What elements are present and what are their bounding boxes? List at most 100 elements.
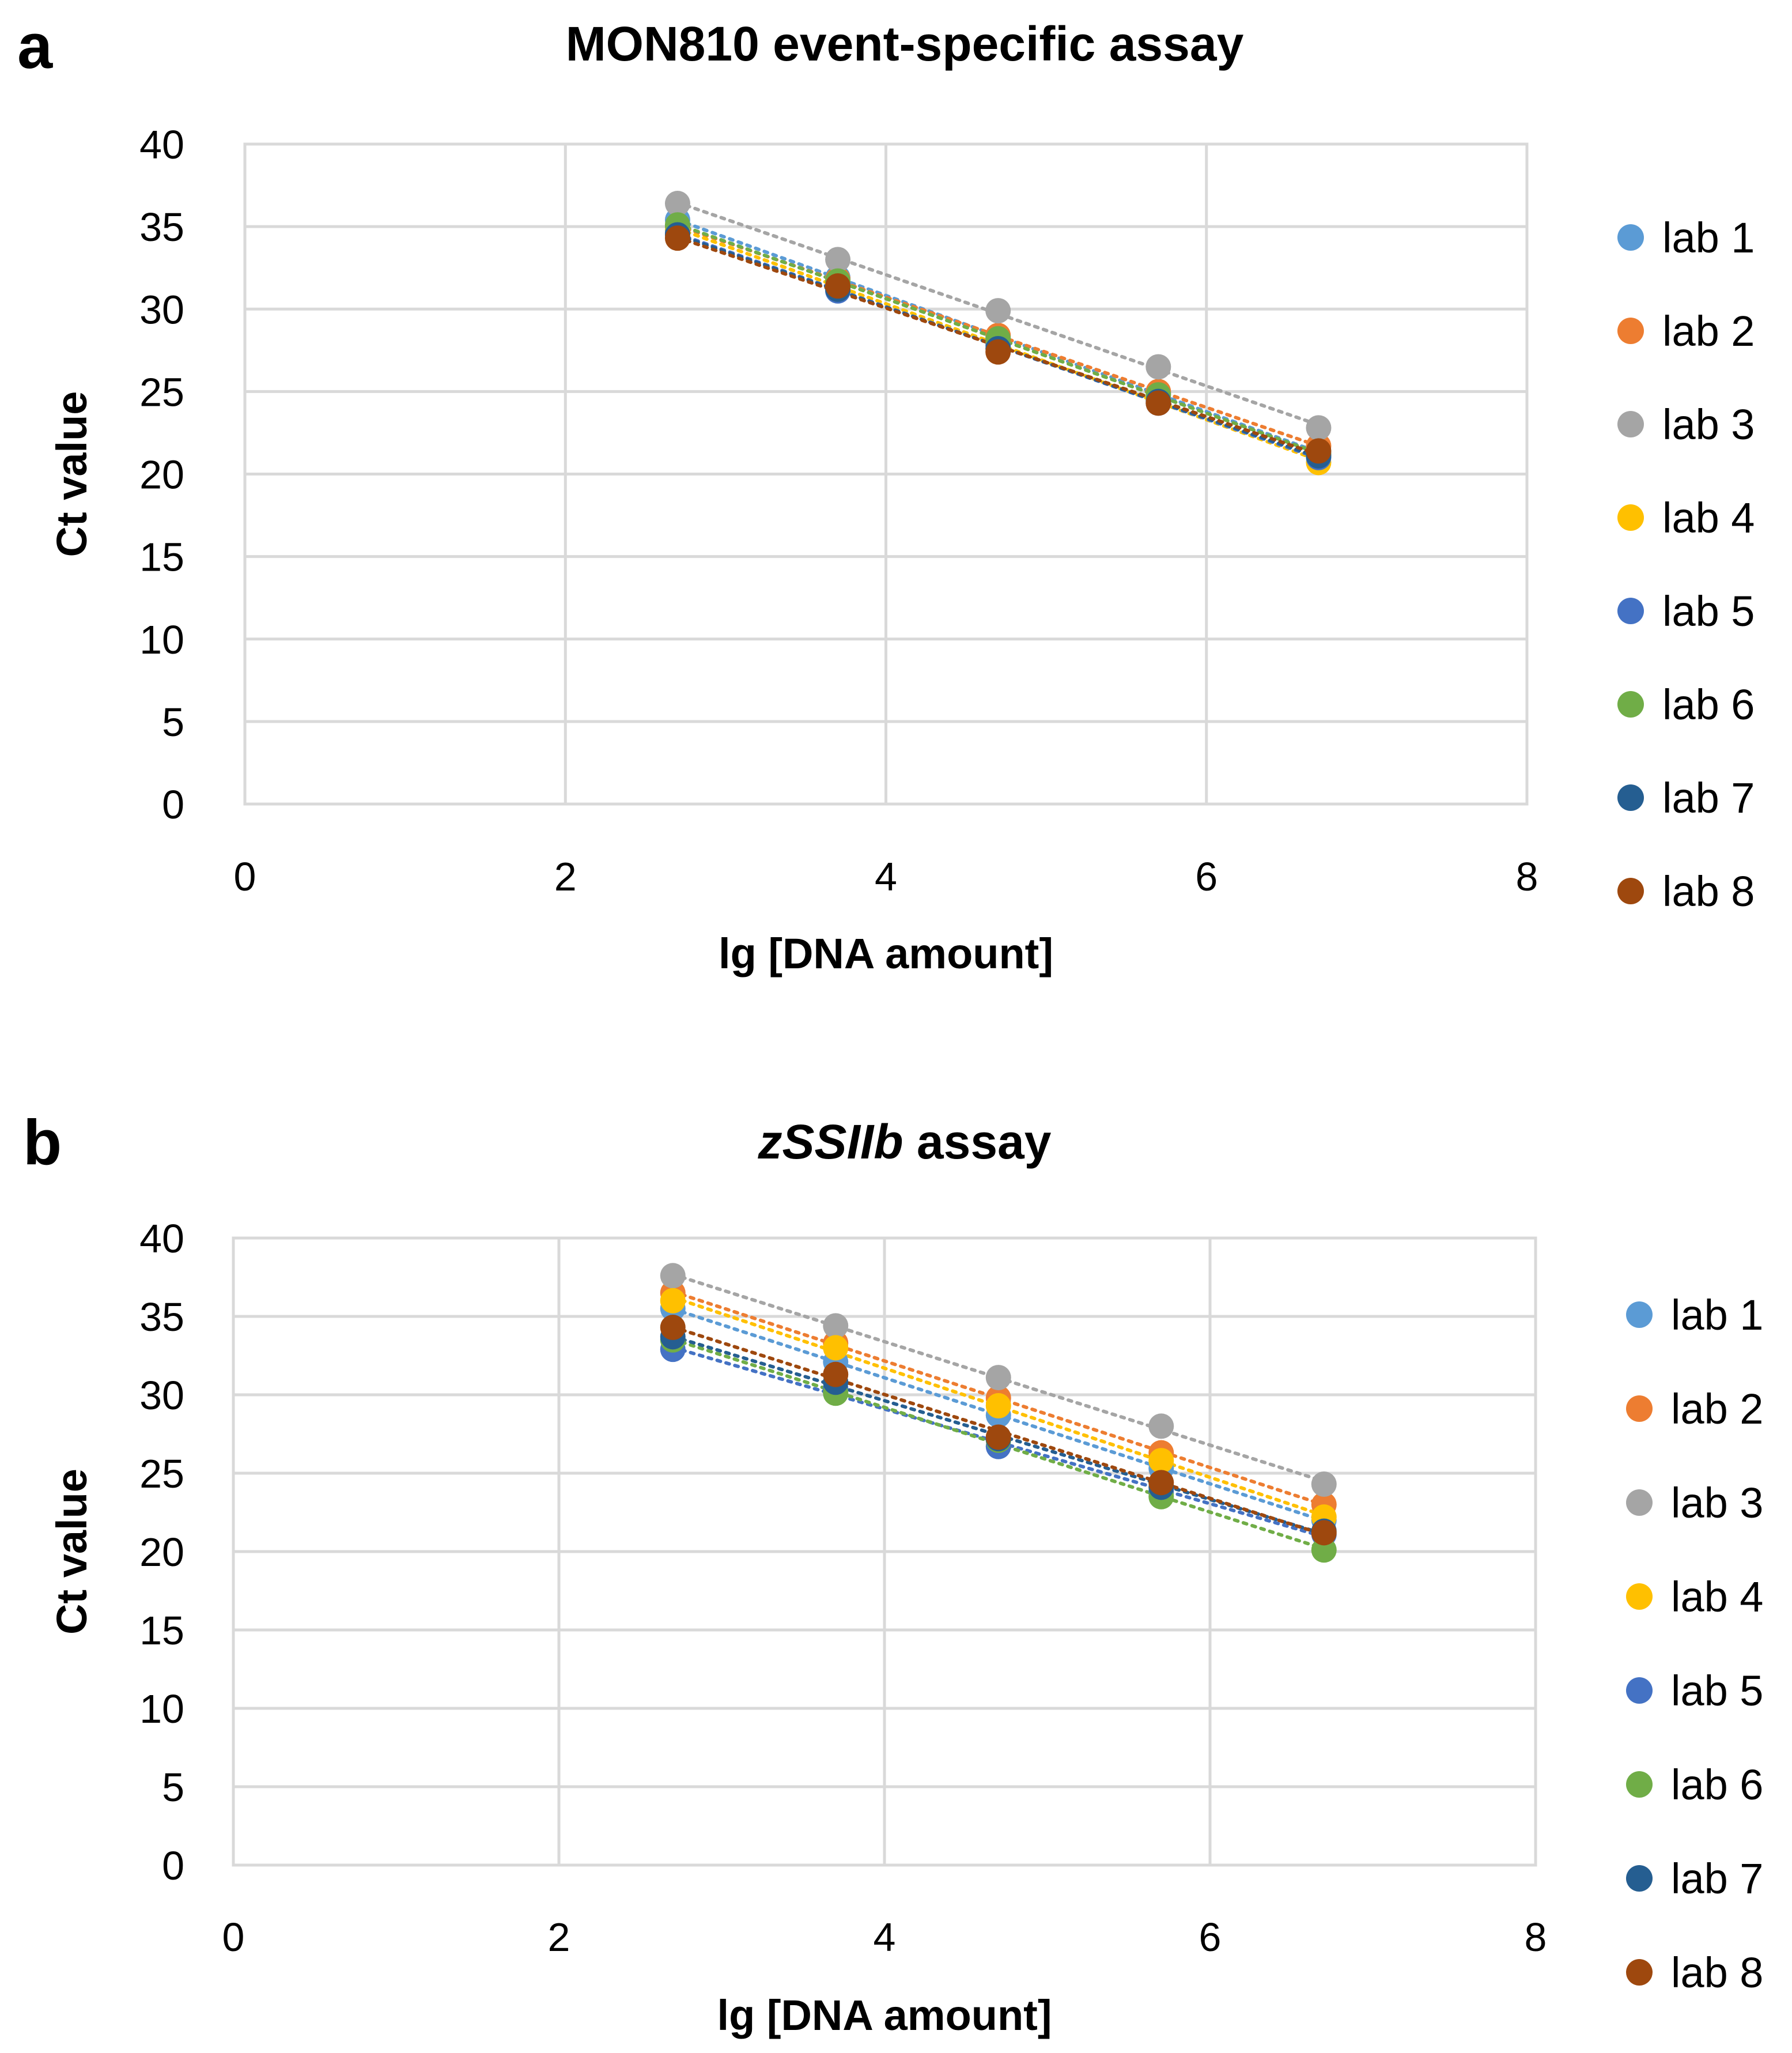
trendline-lab-3 xyxy=(675,201,1321,427)
data-point-lab-4 xyxy=(660,1288,686,1314)
legend-label: lab 8 xyxy=(1662,867,1755,915)
y-tick-label: 10 xyxy=(139,1686,184,1731)
data-point-lab-8 xyxy=(1306,438,1332,464)
trendline-lab-8 xyxy=(675,236,1321,456)
x-tick-label: 4 xyxy=(875,854,897,899)
data-point-lab-3 xyxy=(660,1263,686,1289)
y-axis-title: Ct value xyxy=(48,391,96,557)
legend-marker xyxy=(1617,504,1644,531)
y-tick-label: 15 xyxy=(139,1608,184,1653)
x-tick-label: 0 xyxy=(234,854,256,899)
data-point-lab-8 xyxy=(664,225,690,251)
legend-label: lab 6 xyxy=(1671,1761,1763,1809)
data-point-lab-3 xyxy=(1306,415,1332,441)
y-tick-label: 0 xyxy=(162,782,184,827)
x-axis-title: lg [DNA amount] xyxy=(719,930,1053,978)
data-point-lab-3 xyxy=(1145,354,1171,380)
legend-marker xyxy=(1617,411,1644,437)
legend-marker xyxy=(1626,1959,1653,1986)
legend-marker xyxy=(1617,878,1644,904)
y-tick-label: 20 xyxy=(139,1530,184,1575)
y-tick-label: 5 xyxy=(162,1765,184,1810)
x-tick-label: 2 xyxy=(554,854,577,899)
legend-marker xyxy=(1626,1771,1653,1798)
chart-title: zSSIIb assay xyxy=(758,1115,1052,1169)
chart-panel-b: b zSSIIb assay 0 5 10 15 20 25 30 35 40 0 2 4 6 8 lg [DN… xyxy=(23,1107,1763,2039)
legend-label: lab 3 xyxy=(1662,401,1755,448)
y-axis-title: Ct value xyxy=(48,1469,96,1635)
legend-label: lab 7 xyxy=(1671,1855,1763,1903)
x-tick-label: 4 xyxy=(874,1915,896,1960)
data-point-lab-3 xyxy=(825,247,851,273)
data-point-lab-8 xyxy=(985,1424,1011,1450)
data-point-lab-8 xyxy=(1148,1470,1174,1496)
legend-marker xyxy=(1617,598,1644,624)
y-tick-label: 35 xyxy=(139,1295,184,1339)
chart-title-rest: assay xyxy=(903,1115,1052,1169)
x-tick-label: 6 xyxy=(1199,1915,1222,1960)
legend-marker xyxy=(1626,1301,1653,1328)
legend-marker xyxy=(1626,1489,1653,1516)
y-tick-label: 30 xyxy=(139,1373,184,1418)
data-point-lab-3 xyxy=(1148,1413,1174,1439)
y-tick-label: 25 xyxy=(139,369,184,414)
data-point-lab-8 xyxy=(1311,1520,1337,1546)
data-point-lab-3 xyxy=(823,1313,849,1339)
data-point-lab-4 xyxy=(823,1335,849,1361)
panel-letter: b xyxy=(23,1107,62,1178)
y-tick-label: 40 xyxy=(139,1216,184,1261)
chart-title-italic: zSSIIb xyxy=(758,1115,903,1169)
legend-label: lab 4 xyxy=(1671,1573,1763,1621)
legend-label: lab 2 xyxy=(1671,1385,1763,1433)
data-point-lab-3 xyxy=(664,191,690,217)
x-tick-label: 6 xyxy=(1195,854,1218,899)
y-tick-label: 0 xyxy=(162,1843,184,1888)
data-point-lab-3 xyxy=(985,298,1011,324)
data-point-lab-8 xyxy=(823,1361,849,1387)
legend-label: lab 1 xyxy=(1671,1291,1763,1339)
y-tick-label: 25 xyxy=(139,1451,184,1496)
data-point-lab-3 xyxy=(1311,1471,1337,1497)
y-tick-label: 40 xyxy=(139,122,184,167)
x-tick-label: 2 xyxy=(548,1915,570,1960)
legend-marker xyxy=(1626,1583,1653,1610)
legend-marker xyxy=(1617,691,1644,718)
chart-panel-a: a MON810 event-specific assay051015202530… xyxy=(17,11,1755,978)
legend-label: lab 5 xyxy=(1662,587,1755,635)
legend-label: lab 2 xyxy=(1662,307,1755,355)
plot-area xyxy=(243,142,1529,806)
legend-marker xyxy=(1617,318,1644,344)
data-point-lab-4 xyxy=(985,1393,1011,1419)
plot-area xyxy=(232,1236,1537,1867)
data-point-lab-4 xyxy=(1148,1448,1174,1474)
legend-marker xyxy=(1617,224,1644,251)
legend-marker xyxy=(1617,784,1644,811)
y-tick-label: 15 xyxy=(139,535,184,580)
x-tick-label: 8 xyxy=(1516,854,1538,899)
trendline-lab-5 xyxy=(671,1345,1326,1539)
y-tick-label: 20 xyxy=(139,452,184,497)
y-tick-label: 35 xyxy=(139,205,184,250)
legend-label: lab 6 xyxy=(1662,681,1755,729)
legend-marker xyxy=(1626,1677,1653,1704)
data-point-lab-8 xyxy=(1145,390,1171,416)
data-point-lab-3 xyxy=(985,1365,1011,1391)
data-point-lab-8 xyxy=(825,273,851,299)
y-tick-label: 30 xyxy=(139,287,184,332)
x-axis-title: lg [DNA amount] xyxy=(717,1991,1052,2039)
legend-marker xyxy=(1626,1865,1653,1892)
legend-label: lab 5 xyxy=(1671,1667,1763,1715)
legend-label: lab 3 xyxy=(1671,1479,1763,1527)
x-tick-label: 8 xyxy=(1525,1915,1547,1960)
panel-letter: a xyxy=(17,11,53,82)
x-tick-label: 0 xyxy=(222,1915,245,1960)
legend-label: lab 7 xyxy=(1662,774,1755,822)
y-tick-label: 10 xyxy=(139,617,184,662)
data-point-lab-8 xyxy=(985,339,1011,365)
data-point-lab-8 xyxy=(660,1315,686,1341)
legend-label: lab 1 xyxy=(1662,214,1755,262)
y-tick-label: 5 xyxy=(162,700,184,745)
legend-marker xyxy=(1626,1395,1653,1422)
legend-label: lab 4 xyxy=(1662,494,1755,542)
